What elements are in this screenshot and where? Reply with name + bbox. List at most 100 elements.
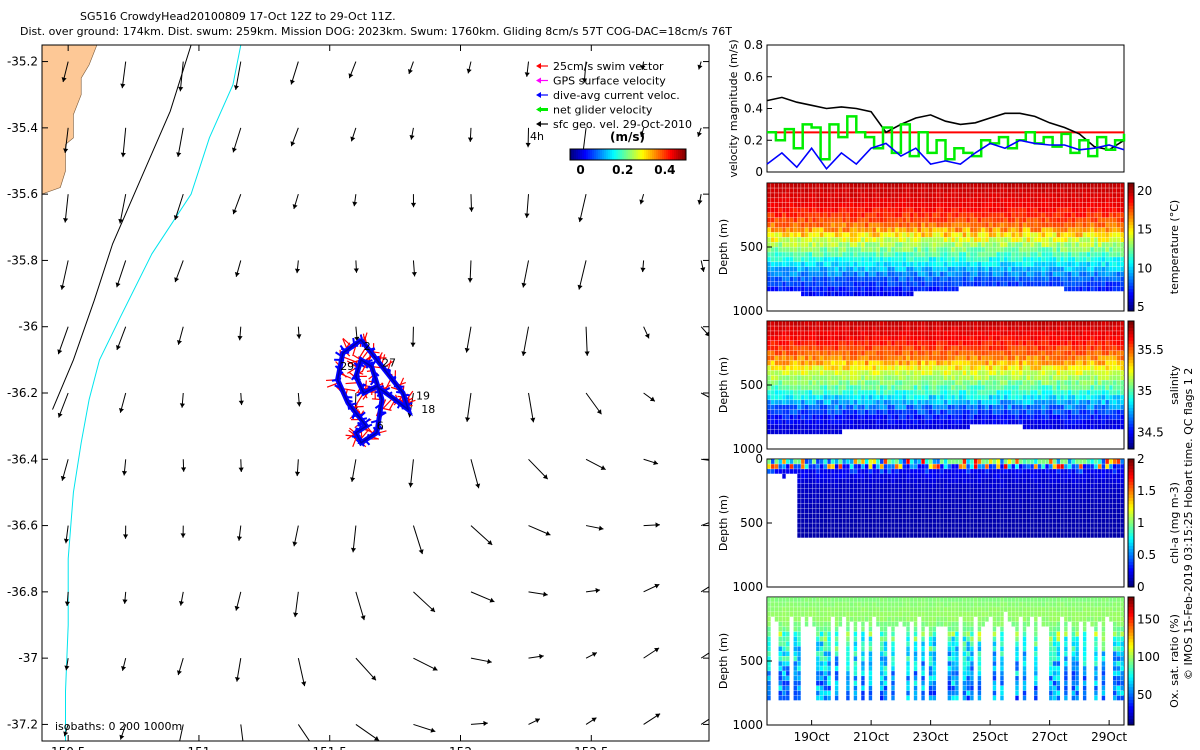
sfc-vector [643,458,659,465]
sfc-vector [700,392,709,400]
sfc-vector [293,591,299,618]
sfc-vector [238,459,244,472]
sfc-vector [64,591,70,607]
oxygen-colorbar-tick-label: 100 [1137,650,1160,664]
sfc-vector [118,392,127,413]
sfc-vector [232,193,242,215]
sfc-vector [585,458,606,471]
sfc-vector [528,653,544,660]
sfc-vector [231,127,242,153]
sfc-vector [179,392,185,408]
salinity-colorbar: 34.5 35 35.5 salinity [1127,320,1181,450]
chlorophyll-y-tick-label: 1000 [732,580,763,594]
oxygen-colorbar-frame [1127,596,1135,726]
sfc-vector [413,591,436,613]
sfc-vector [468,194,474,212]
map-y-tick-label: -36 [18,320,38,334]
sfc-vector [643,713,661,725]
sfc-vector [528,591,548,597]
salinity-colorbar-label: salinity [1168,365,1181,405]
map-x-tick-label: 152 [449,745,472,750]
sfc-vector [407,61,414,75]
sfc-vector [643,522,660,528]
map-y-tick-label: -36.8 [7,585,38,599]
section-salinity: 500 1000 Depth (m) 34.5 35 35.5 salinity [717,320,1181,456]
sfc-vector [467,260,473,283]
map-y-tick-label: -35.8 [7,253,38,267]
sfc-vector [528,392,536,423]
legend-label-geo: sfc geo. vel. 29-Oct-2010 [553,118,692,131]
sfc-vector [521,260,530,288]
sfc-vector [639,194,645,205]
salinity-colorbar-tick-label: 35 [1137,384,1152,398]
colorbar-tick-label: 0.4 [654,163,675,177]
oxygen-profile-points [767,597,1124,701]
sfc-vector [585,652,598,659]
sfc-vector [410,194,417,208]
sfc-vector [235,658,242,682]
chlorophyll-y-tick-label: 0 [755,452,763,466]
sfc-vector [408,459,414,488]
sfc-vector [63,724,69,737]
oxygen-x-tick-label: 25Oct [972,730,1008,744]
sfc-vector [412,525,424,555]
map-x-tick-label: 150.5 [51,745,85,750]
oxygen-x-tick-label: 19Oct [794,730,830,744]
velocity-y-label: velocity magnitude (m/s) [727,39,740,177]
map-y-tick-label: -37.2 [7,717,38,731]
sfc-vector [120,61,127,89]
sfc-vector [524,194,530,218]
legend-label-net: net glider velocity [553,104,653,117]
legend-arrowhead-net [536,106,541,113]
salinity-profile-points [767,321,1124,435]
map-y-tick-label: -36.2 [7,386,38,400]
title-line-2: Dist. over ground: 174km. Dist. swum: 25… [20,25,732,38]
sfc-vector [354,326,360,342]
sfc-vector [57,392,69,418]
map-y-tick-label: -35.4 [7,121,38,135]
oxygen-x-tick-label: 29Oct [1091,730,1127,744]
map-y-tick-label: -37 [18,651,38,665]
sfc-vector [350,459,357,482]
sfc-vector [60,260,69,290]
land-area [42,45,98,195]
salinity-colorbar-tick-label: 34.5 [1137,425,1164,439]
oxygen-y-label: Depth (m) [717,633,730,689]
sfc-vector [178,591,184,606]
legend-arrowhead-gps [536,77,541,84]
oxygen-colorbar-label: Ox. sat. ratio (%) [1168,614,1181,708]
sfc-vector [700,260,706,272]
map-y-tick-label: -36.4 [7,452,38,466]
isobath-0m [65,45,242,741]
side-caption: © IMOS 15-Feb-2019 03:15:25 Hobart time.… [1182,368,1195,680]
day-label: 2 [364,340,371,353]
temperature-y-tick-label: 500 [740,240,763,254]
colorbar-frame [569,148,687,161]
chlorophyll-colorbar-tick-label: 1.5 [1137,484,1156,498]
map-y-tick-label: -36.6 [7,519,38,533]
sfc-vector [238,392,244,406]
sfc-vector [528,525,551,536]
sfc-vector [176,127,184,157]
sfc-vector [61,61,69,83]
sfc-vector [122,591,128,604]
day-label: 6 [377,419,384,432]
speed-colorbar: (m/s) 0 0.2 0.4 [569,130,687,177]
temperature-y-tick-label: 1000 [732,304,763,318]
sfc-vector [121,658,127,671]
legend-label-swim: 25cm/s swim vector [553,60,664,73]
sfc-vector [63,525,69,544]
section-chlorophyll: 0 500 1000 Depth (m) 0 0.5 1 1.5 2 chl-a (mg m-3) [717,452,1181,594]
sfc-vector [116,326,127,351]
chlorophyll-colorbar: 0 0.5 1 1.5 2 chl-a (mg m-3) [1127,452,1181,594]
sfc-vector [700,718,709,725]
track-centre [336,339,410,444]
sfc-vector [63,127,69,154]
legend-label-gps: GPS surface velocity [553,75,666,88]
oxygen-x-tick-label: 21Oct [853,730,889,744]
sfc-vector [63,194,69,223]
sfc-vector [118,194,127,224]
